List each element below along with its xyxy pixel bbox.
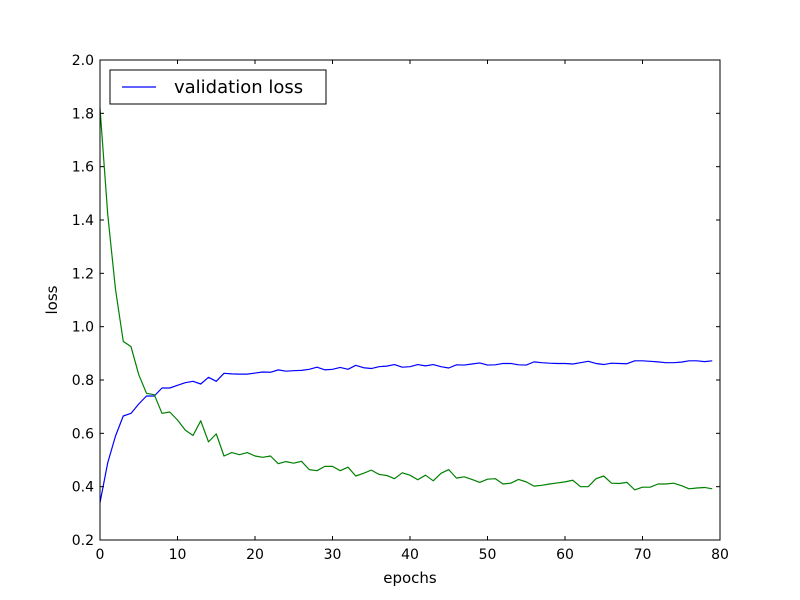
x-tick-label: 0 <box>96 547 105 563</box>
y-tick-label: 1.4 <box>72 213 94 229</box>
x-tick-label: 60 <box>556 547 574 563</box>
axis-ticks: 0 10 20 30 40 50 60 70 80 0.2 0.4 0.6 0.8 1.0 1.2 1.4 1.… <box>72 53 729 563</box>
y-tick-label: 0.6 <box>72 426 94 442</box>
y-tick-label: 0.4 <box>72 480 94 496</box>
y-tick-label: 1.8 <box>72 106 94 122</box>
y-tick-label: 0.8 <box>72 373 94 389</box>
x-tick-label: 30 <box>324 547 342 563</box>
y-axis-label: loss <box>43 285 61 314</box>
legend-label-validation-loss: validation loss <box>174 77 303 98</box>
x-tick-label: 40 <box>401 547 419 563</box>
y-tick-label: 0.2 <box>72 533 94 549</box>
x-tick-label: 10 <box>169 547 187 563</box>
y-tick-label: 1.6 <box>72 160 94 176</box>
legend: validation loss <box>109 69 327 105</box>
y-tick-label: 2.0 <box>72 53 94 69</box>
axes-frame <box>99 59 721 541</box>
x-tick-label: 80 <box>711 547 729 563</box>
y-tick-label: 1.0 <box>72 320 94 336</box>
plot-area <box>99 107 713 503</box>
series-line-2 <box>99 107 713 491</box>
x-tick-label: 50 <box>479 547 497 563</box>
x-tick-label: 70 <box>634 547 652 563</box>
y-tick-label: 1.2 <box>72 266 94 282</box>
x-tick-label: 20 <box>246 547 264 563</box>
series-line-validation-loss <box>99 360 713 503</box>
x-axis-label: epochs <box>383 569 437 587</box>
